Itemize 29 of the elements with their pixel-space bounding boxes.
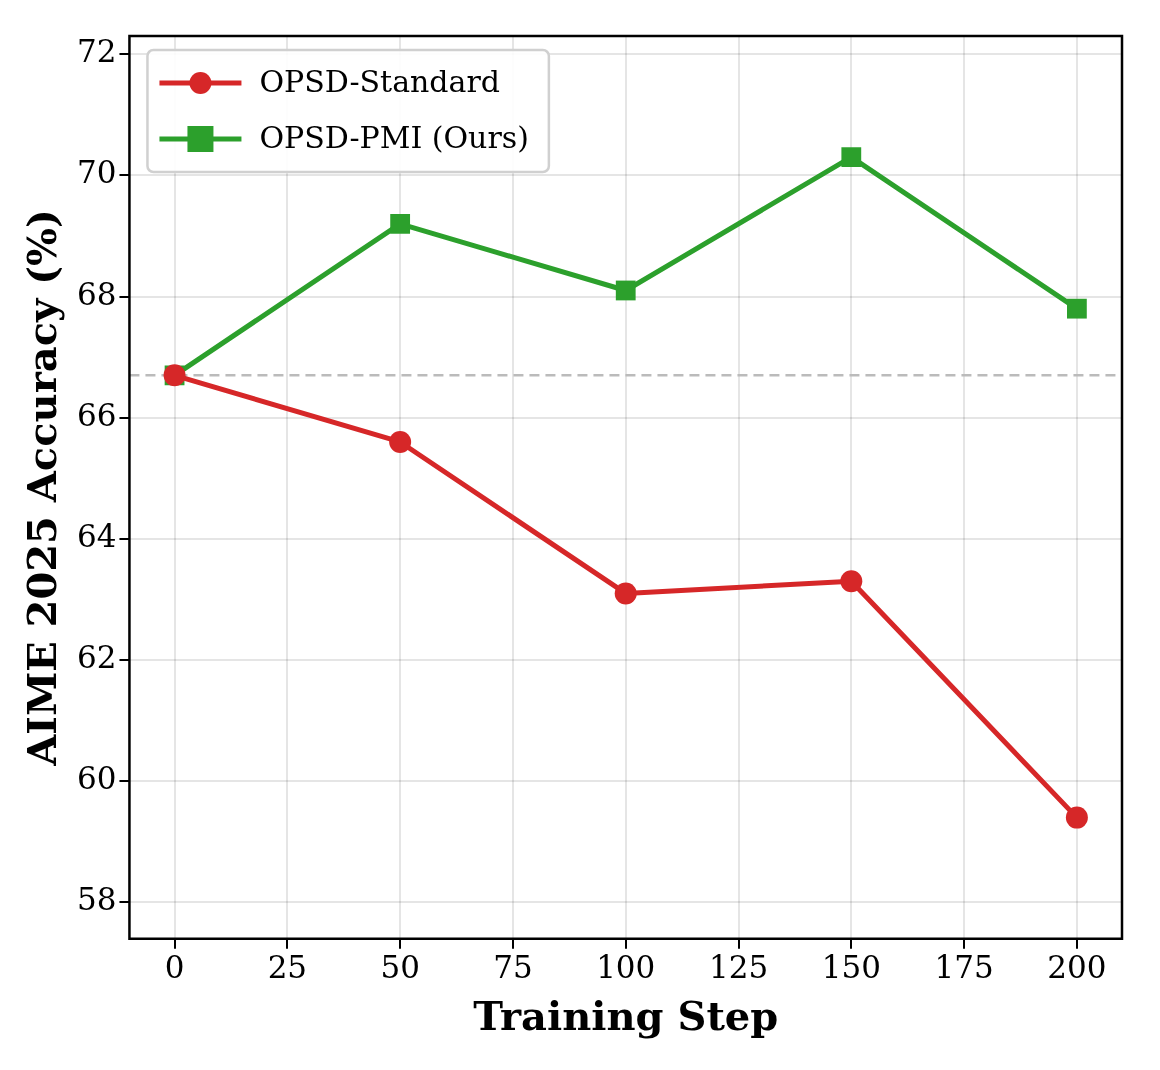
point [1066, 298, 1087, 319]
x-tick-label: 150 [821, 949, 881, 986]
x-tick-label: 125 [708, 949, 769, 986]
x-tick-label: 200 [1047, 949, 1107, 986]
point [841, 147, 862, 168]
point [840, 570, 863, 593]
point [389, 430, 412, 453]
x-axis-title: Training Step [473, 992, 779, 1040]
x-tick-label: 175 [934, 949, 994, 986]
y-tick-label: 70 [76, 154, 117, 191]
y-axis-title: AIME 2025 Accuracy (%) [18, 208, 66, 767]
point [614, 582, 637, 605]
legend-label: OPSD-Standard [259, 63, 500, 99]
y-tick-label: 60 [76, 760, 117, 797]
x-tick-label: 0 [164, 949, 185, 986]
point [615, 280, 636, 301]
y-tick-label: 66 [76, 396, 117, 433]
y-tick-label: 72 [76, 33, 117, 70]
x-tick-label: 100 [596, 949, 656, 986]
y-tick-label: 62 [76, 639, 117, 676]
x-tick-label: 25 [267, 949, 308, 986]
y-tick-label: 58 [76, 881, 117, 918]
point [1065, 806, 1088, 829]
legend-label: OPSD-PMI (Ours) [259, 119, 529, 155]
x-tick-label: 75 [493, 949, 533, 986]
x-tick-label: 50 [380, 949, 420, 986]
y-tick-label: 64 [76, 517, 117, 554]
point [390, 213, 411, 234]
y-tick-label: 68 [76, 275, 117, 312]
